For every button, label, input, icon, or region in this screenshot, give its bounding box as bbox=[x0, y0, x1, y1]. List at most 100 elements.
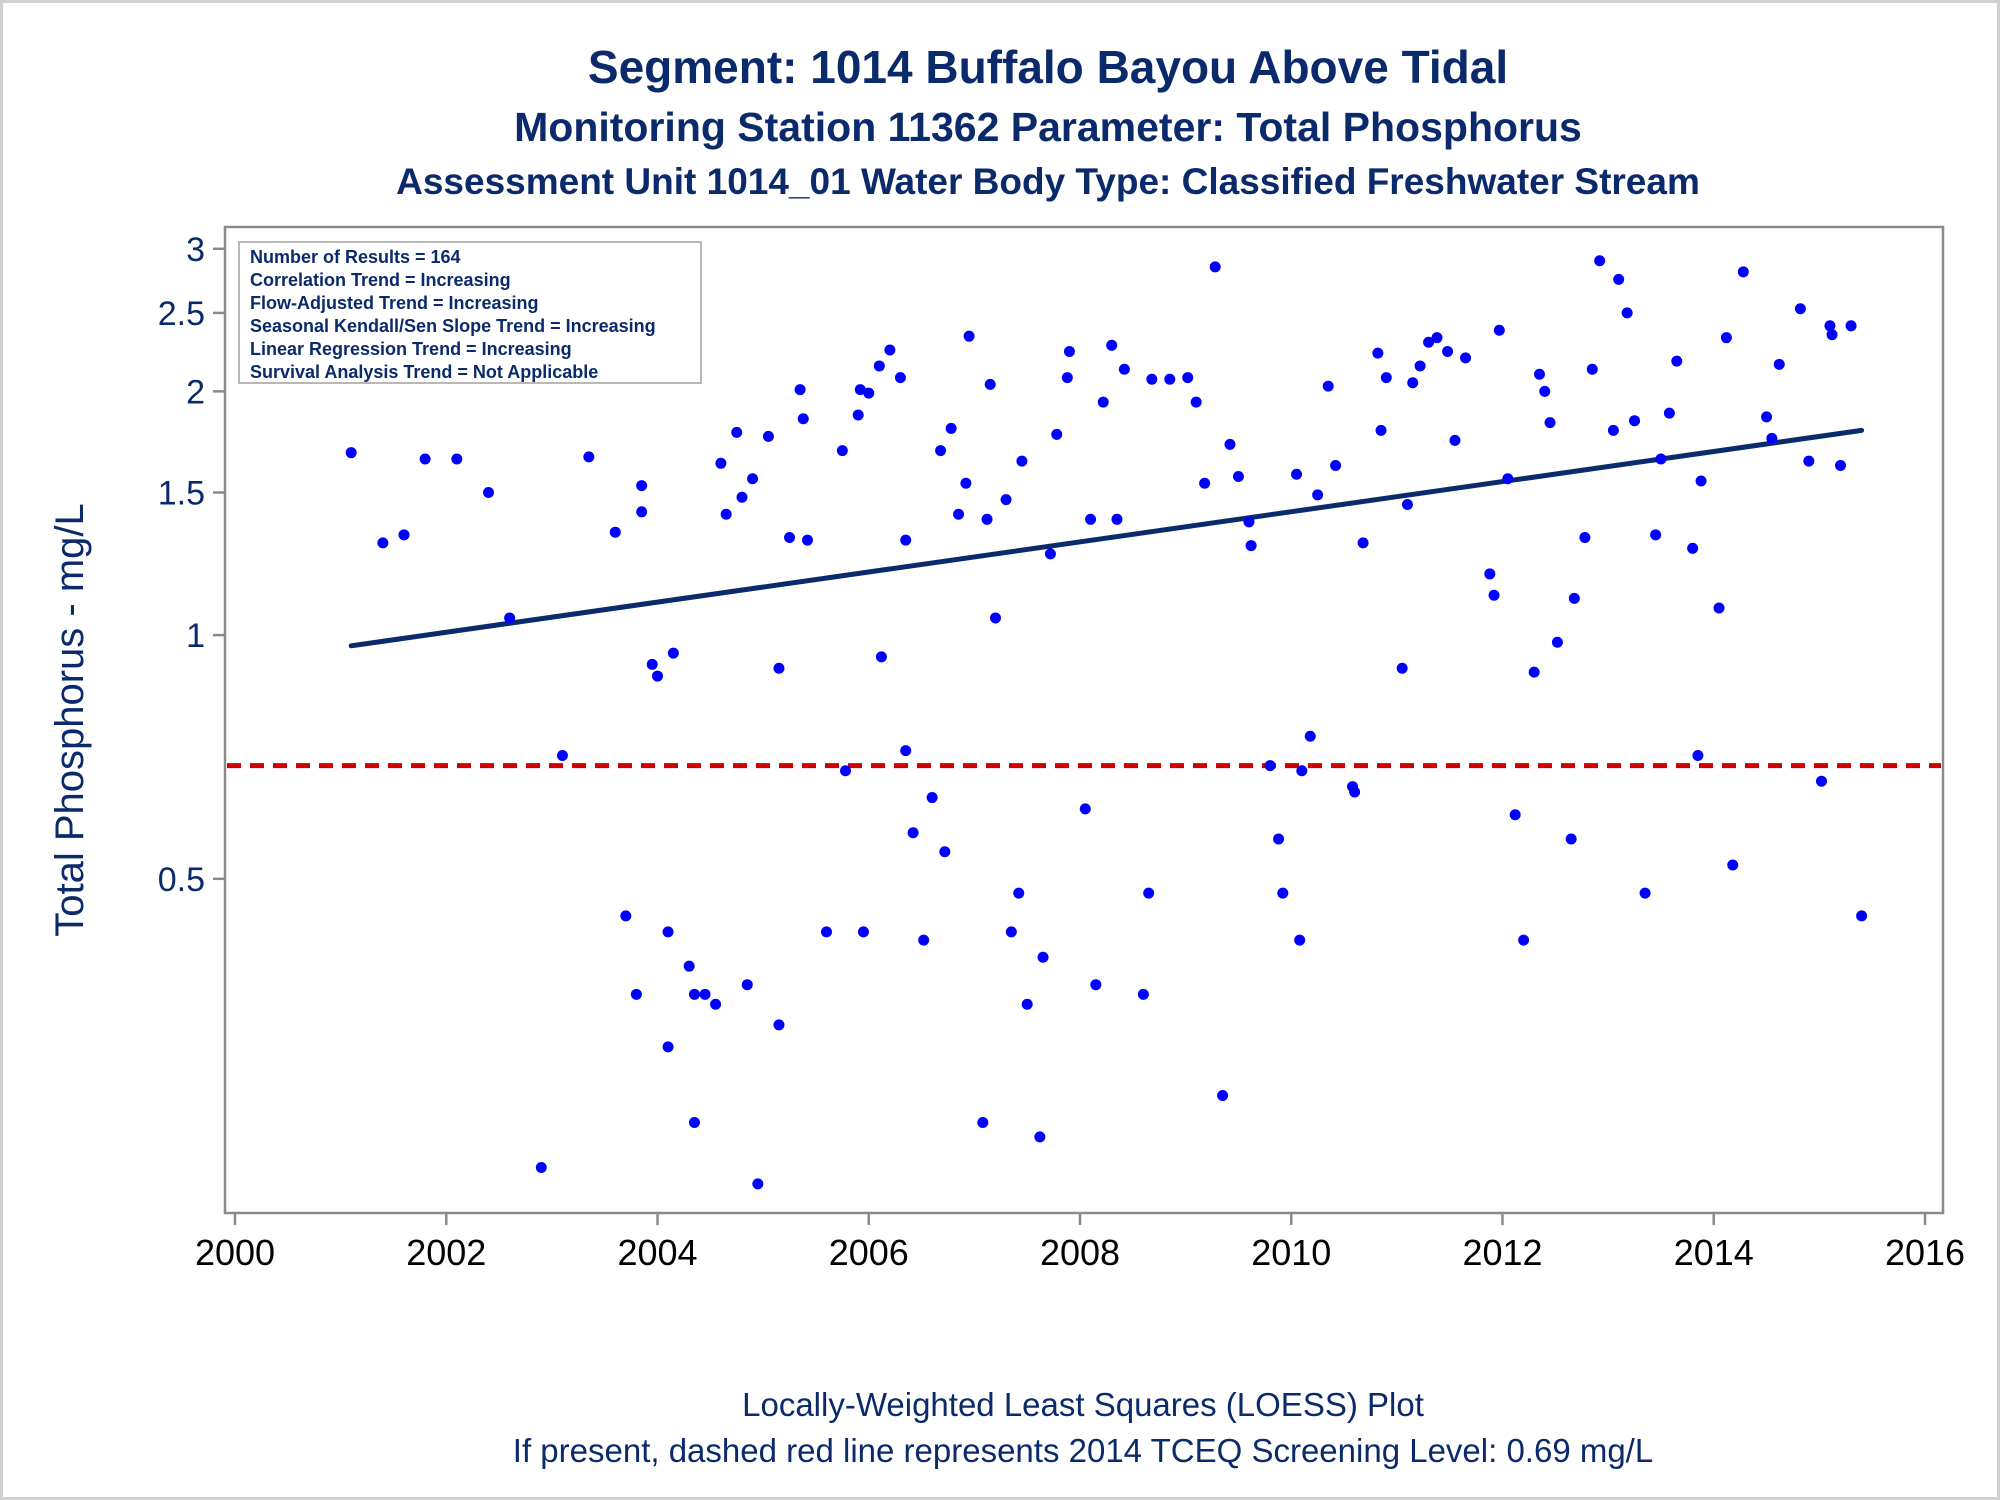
plot-area bbox=[223, 225, 1945, 1215]
data-point bbox=[960, 477, 972, 489]
legend-line-results: Number of Results = 164 bbox=[250, 247, 461, 267]
data-point bbox=[1291, 468, 1303, 480]
data-point bbox=[900, 745, 912, 757]
data-point bbox=[1330, 459, 1342, 471]
data-point bbox=[1000, 494, 1012, 506]
data-point bbox=[1294, 934, 1306, 946]
data-point bbox=[977, 1117, 989, 1129]
legend-line-survival-analysis: Survival Analysis Trend = Not Applicable bbox=[250, 362, 598, 382]
x-axis: 2000 2002 2004 2006 2008 2010 2012 2014 2016 bbox=[195, 1213, 1965, 1273]
data-point bbox=[1396, 662, 1408, 674]
data-point bbox=[720, 508, 732, 520]
x-tick-label: 2010 bbox=[1251, 1232, 1331, 1273]
data-point bbox=[1533, 368, 1545, 380]
data-point bbox=[900, 534, 912, 546]
x-tick-label: 2012 bbox=[1462, 1232, 1542, 1273]
legend-line-flow-adjusted: Flow-Adjusted Trend = Increasing bbox=[250, 293, 539, 313]
data-point bbox=[419, 453, 431, 465]
trend-legend: Number of Results = 164 Correlation Tren… bbox=[238, 241, 702, 384]
data-point bbox=[1695, 475, 1707, 487]
data-point bbox=[926, 792, 938, 804]
footnote-loess: Locally-Weighted Least Squares (LOESS) P… bbox=[742, 1386, 1424, 1423]
data-point bbox=[1727, 859, 1739, 871]
data-point bbox=[875, 651, 887, 663]
data-point bbox=[894, 372, 906, 384]
data-point bbox=[556, 750, 568, 762]
y-tick-label: 2 bbox=[186, 373, 205, 411]
data-point bbox=[1051, 428, 1063, 440]
data-point bbox=[1692, 750, 1704, 762]
data-point bbox=[1509, 809, 1521, 821]
data-point bbox=[1493, 324, 1505, 336]
data-point bbox=[1565, 833, 1577, 845]
data-point bbox=[1304, 730, 1316, 742]
data-point bbox=[1232, 470, 1244, 482]
data-point bbox=[1079, 803, 1091, 815]
data-point bbox=[1826, 329, 1838, 341]
data-point bbox=[1803, 455, 1815, 467]
data-point bbox=[1539, 385, 1551, 397]
data-point bbox=[1044, 548, 1056, 560]
data-point bbox=[1264, 760, 1276, 772]
data-point bbox=[688, 988, 700, 1000]
data-point bbox=[1720, 332, 1732, 344]
data-point bbox=[1037, 951, 1049, 963]
data-point bbox=[784, 531, 796, 543]
y-tick-label: 1.5 bbox=[158, 475, 205, 513]
data-point bbox=[1111, 513, 1123, 525]
data-point bbox=[1312, 489, 1324, 501]
data-point bbox=[1137, 988, 1149, 1000]
x-tick-label: 2016 bbox=[1885, 1232, 1965, 1273]
data-point bbox=[854, 384, 866, 396]
data-point bbox=[1431, 332, 1443, 344]
data-point bbox=[1061, 372, 1073, 384]
data-point bbox=[1190, 396, 1202, 408]
legend-box bbox=[238, 241, 702, 384]
y-axis: 0.5 1 1.5 2 2.5 3 bbox=[158, 231, 225, 899]
data-point bbox=[1586, 363, 1598, 375]
data-point bbox=[688, 1117, 700, 1129]
data-point bbox=[1544, 417, 1556, 429]
data-point bbox=[1106, 339, 1118, 351]
data-point bbox=[535, 1161, 547, 1173]
data-point bbox=[1277, 887, 1289, 899]
chart-subtitle-assessment: Assessment Unit 1014_01 Water Body Type:… bbox=[396, 161, 1700, 202]
data-point bbox=[1349, 786, 1361, 798]
data-point bbox=[963, 330, 975, 342]
data-point bbox=[1063, 346, 1075, 358]
data-point bbox=[741, 979, 753, 991]
data-point bbox=[646, 658, 658, 670]
data-point bbox=[1845, 320, 1857, 332]
data-point bbox=[377, 537, 389, 549]
data-point bbox=[345, 447, 357, 459]
y-tick-label: 2.5 bbox=[158, 295, 205, 333]
data-point bbox=[1794, 303, 1806, 315]
data-point bbox=[1182, 372, 1194, 384]
data-point bbox=[1375, 424, 1387, 436]
data-point bbox=[1639, 887, 1651, 899]
data-point bbox=[1621, 307, 1633, 319]
data-point bbox=[1372, 347, 1384, 359]
data-point bbox=[1488, 589, 1500, 601]
data-point bbox=[1761, 411, 1773, 423]
data-point bbox=[715, 457, 727, 469]
data-point bbox=[840, 765, 852, 777]
loess-trend-line bbox=[348, 427, 1865, 649]
data-point bbox=[662, 926, 674, 938]
data-point bbox=[1484, 568, 1496, 580]
data-point bbox=[1322, 380, 1334, 392]
data-point bbox=[667, 647, 679, 659]
data-point bbox=[1773, 358, 1785, 370]
data-point bbox=[1380, 372, 1392, 384]
y-tick-label: 0.5 bbox=[158, 861, 205, 899]
data-point bbox=[1199, 477, 1211, 489]
data-point bbox=[1502, 473, 1514, 485]
data-point bbox=[451, 453, 463, 465]
data-point bbox=[620, 910, 632, 922]
data-point bbox=[1243, 516, 1255, 528]
data-point bbox=[762, 430, 774, 442]
data-point bbox=[794, 384, 806, 396]
data-point bbox=[1579, 531, 1591, 543]
legend-line-seasonal-kendall: Seasonal Kendall/Sen Slope Trend = Incre… bbox=[250, 316, 656, 336]
data-point bbox=[935, 445, 947, 457]
